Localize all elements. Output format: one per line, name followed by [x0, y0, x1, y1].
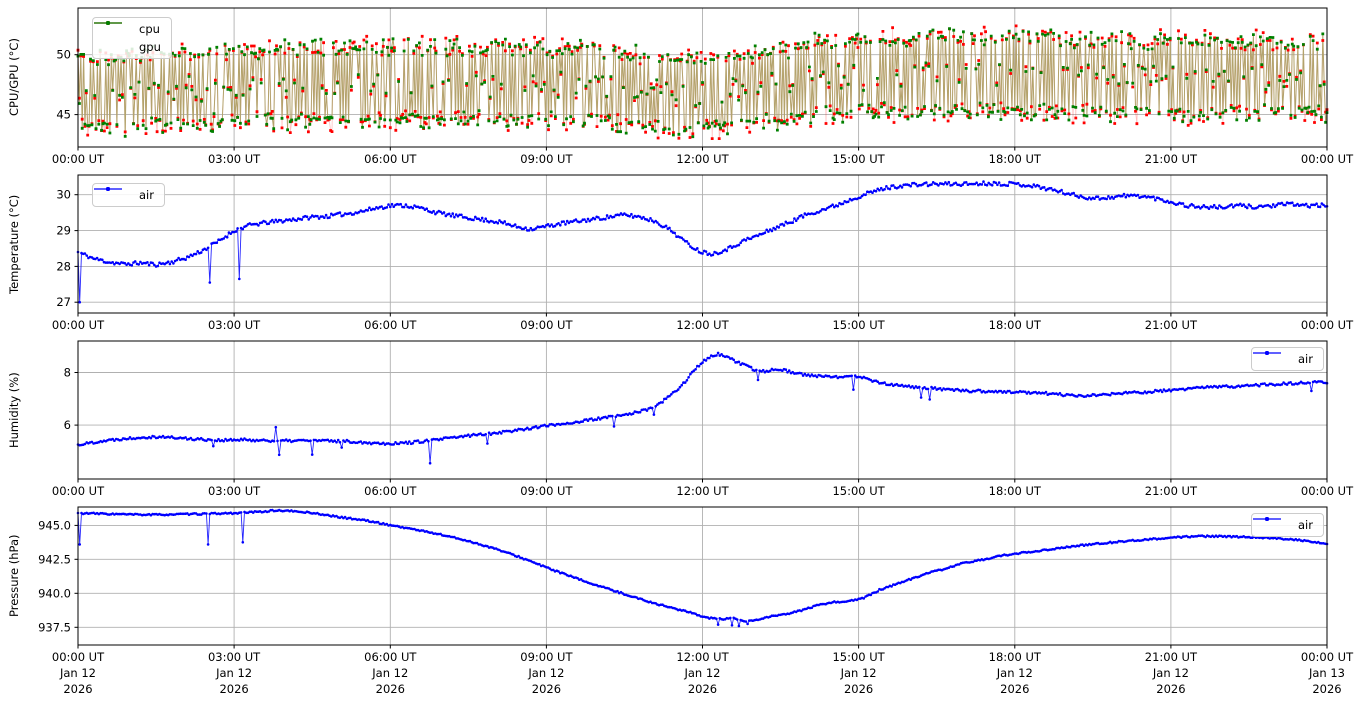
xtick-year-label: 2026 [1000, 682, 1029, 696]
xtick-label: 00:00 UT [52, 484, 105, 498]
legend-label-air: air [139, 188, 154, 202]
xtick-date-label: Jan 12 [371, 666, 408, 680]
xtick-label: 12:00 UT [676, 484, 729, 498]
xtick-label: 00:00 UT [1301, 484, 1354, 498]
xtick-label: 03:00 UT [208, 650, 261, 664]
ytick-label: 45 [56, 108, 71, 122]
xtick-label: 06:00 UT [364, 650, 417, 664]
xtick-label: 06:00 UT [364, 152, 417, 166]
legend-entry-gpu: gpu [94, 21, 161, 55]
ylabel-pressure: Pressure (hPa) [7, 534, 21, 618]
legend-label-gpu: gpu [139, 40, 161, 54]
legend-entry-air: air [1253, 517, 1313, 533]
legend-temperature-air: air [92, 183, 165, 207]
panel-pressure: 00:00 UT Jan 12 2026 03:00 UT Jan 12 2026 06:0… [38, 506, 1354, 696]
xtick-label: 03:00 UT [208, 484, 261, 498]
ylabel-cpu-gpu: CPU/GPU (°C) [7, 38, 21, 117]
xtick-label: 15:00 UT [832, 318, 885, 332]
xtick-year-label: 2026 [376, 682, 405, 696]
xtick-label: 12:00 UT [676, 152, 729, 166]
xtick-year-label: 2026 [844, 682, 873, 696]
ytick-label: 945.0 [38, 518, 71, 532]
xtick-label: 09:00 UT [520, 650, 573, 664]
xtick-label: 15:00 UT [832, 152, 885, 166]
xtick-label: 15:00 UT [832, 650, 885, 664]
air-line-marker-icon [94, 187, 131, 200]
xtick-label: 09:00 UT [520, 318, 573, 332]
panel-cpu-gpu: 00:00 UT 03:00 UT 06:00 UT 09:00 UT 12:00 UT… [52, 7, 1354, 166]
ytick-label: 8 [64, 366, 71, 380]
xtick-label: 00:00 UT [1301, 318, 1354, 332]
xtick-label: 12:00 UT [676, 650, 729, 664]
xtick-label: 00:00 UT [52, 318, 105, 332]
ytick-label: 942.5 [38, 552, 71, 566]
legend-entry-air: air [94, 187, 154, 203]
xtick-label: 03:00 UT [208, 152, 261, 166]
ytick-label: 6 [64, 418, 71, 432]
legend-label-air: air [1298, 352, 1313, 366]
xtick-label: 12:00 UT [676, 318, 729, 332]
legend-label-air: air [1298, 518, 1313, 532]
xtick-label: 03:00 UT [208, 318, 261, 332]
xtick-label: 21:00 UT [1145, 484, 1198, 498]
xtick-date-label: Jan 12 [527, 666, 564, 680]
xtick-date-label: Jan 12 [840, 666, 877, 680]
xtick-date-label: Jan 12 [1152, 666, 1189, 680]
xtick-label: 09:00 UT [520, 484, 573, 498]
legend-label-cpu: cpu [139, 22, 160, 36]
xtick-label: 06:00 UT [364, 318, 417, 332]
panel-humidity: 00:00 UT 03:00 UT 06:00 UT 09:00 UT 12:00 UT… [52, 340, 1354, 498]
xtick-label: 00:00 UT [1301, 152, 1354, 166]
xtick-date-label: Jan 12 [59, 666, 96, 680]
ytick-label: 937.5 [38, 620, 71, 634]
xtick-label: 06:00 UT [364, 484, 417, 498]
xtick-year-label: 2026 [532, 682, 561, 696]
xtick-label: 18:00 UT [989, 650, 1042, 664]
gpu-line-marker-icon [94, 21, 131, 52]
xtick-year-label: 2026 [1312, 682, 1341, 696]
ytick-label: 940.0 [38, 586, 71, 600]
ylabel-temperature: Temperature (°C) [7, 194, 21, 294]
air-line-marker-icon [1253, 517, 1290, 530]
xtick-label: 21:00 UT [1145, 650, 1198, 664]
xtick-label: 09:00 UT [520, 152, 573, 166]
legend-humidity-air: air [1251, 347, 1324, 371]
ytick-label: 27 [56, 295, 71, 309]
xtick-label: 00:00 UT [1301, 650, 1354, 664]
ytick-label: 29 [56, 224, 71, 238]
xtick-date-label: Jan 12 [215, 666, 252, 680]
xtick-date-label: Jan 12 [683, 666, 720, 680]
xtick-date-label: Jan 12 [996, 666, 1033, 680]
xtick-year-label: 2026 [63, 682, 92, 696]
gpu-markers [76, 27, 1329, 139]
xtick-label: 00:00 UT [52, 650, 105, 664]
xtick-year-label: 2026 [219, 682, 248, 696]
xtick-label: 18:00 UT [989, 484, 1042, 498]
panel-temperature: 00:00 UT 03:00 UT 06:00 UT 09:00 UT 12:00 UT… [52, 174, 1354, 332]
legend-pressure-air: air [1251, 513, 1324, 537]
xtick-label: 21:00 UT [1145, 152, 1198, 166]
legend-entry-air: air [1253, 351, 1313, 367]
ylabel-humidity: Humidity (%) [7, 372, 21, 448]
ytick-label: 50 [56, 48, 71, 62]
xtick-year-label: 2026 [1156, 682, 1185, 696]
xtick-label: 00:00 UT [52, 152, 105, 166]
xtick-label: 18:00 UT [989, 152, 1042, 166]
ytick-label: 30 [56, 188, 71, 202]
xtick-label: 15:00 UT [832, 484, 885, 498]
xtick-date-label: Jan 13 [1308, 666, 1345, 680]
xtick-year-label: 2026 [688, 682, 717, 696]
air-line-marker-icon [1253, 351, 1290, 364]
xtick-label: 21:00 UT [1145, 318, 1198, 332]
xtick-label: 18:00 UT [989, 318, 1042, 332]
legend-cpu-gpu: cpu gpu [92, 17, 172, 59]
ytick-label: 28 [56, 259, 71, 273]
